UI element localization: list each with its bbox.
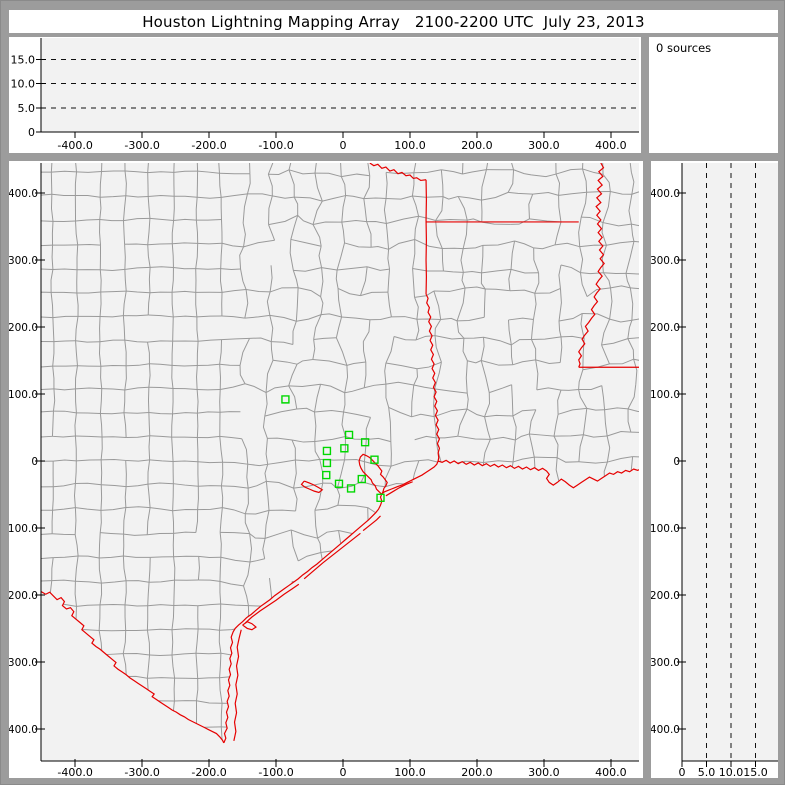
x-tick-label: -100.0 bbox=[258, 139, 293, 152]
x-tick-label: 100.0 bbox=[394, 139, 426, 152]
lma-station-marker bbox=[282, 396, 289, 403]
lma-station-marker bbox=[358, 476, 365, 483]
altitude-tick-label: 0 bbox=[679, 766, 686, 778]
y-tick-label: 200.0 bbox=[9, 322, 38, 334]
y-tick-label: 100.0 bbox=[651, 389, 680, 401]
y-tick-label: -300.0 bbox=[9, 657, 38, 669]
y-tick-label: 200.0 bbox=[651, 322, 680, 334]
altitude-vs-x-plot[interactable]: 0 5.0 10.0 15.0 -400.0 -300.0 -200.0 -100.0 0 100… bbox=[9, 37, 641, 153]
y-tick-label: 300.0 bbox=[651, 255, 680, 267]
plan-view-map-plot[interactable]: 400.0 300.0 200.0 100.0 0 -100.0 -200.0 -300.0 -… bbox=[9, 161, 643, 778]
state-borders-and-coastline bbox=[41, 163, 639, 743]
x-tick-label: -400.0 bbox=[57, 139, 92, 152]
sources-count-panel: 0 sources bbox=[649, 37, 778, 153]
sources-count-label: 0 sources bbox=[656, 41, 712, 55]
y-tick-label: -200.0 bbox=[9, 590, 38, 602]
altitude-vs-x-panel[interactable]: 0 5.0 10.0 15.0 -400.0 -300.0 -200.0 -100.0 0 100… bbox=[9, 37, 641, 153]
lma-station-marker bbox=[341, 445, 348, 452]
x-tick-label: -200.0 bbox=[191, 766, 226, 778]
y-tick-label: -400.0 bbox=[651, 724, 680, 736]
lma-station-marker bbox=[371, 456, 378, 463]
altitude-tick-label: 0 bbox=[28, 126, 35, 139]
title-bar: Houston Lightning Mapping Array 2100-220… bbox=[9, 10, 778, 33]
y-tick-label: -400.0 bbox=[9, 724, 38, 736]
y-tick-label: 0 bbox=[31, 456, 38, 468]
y-tick-label: 300.0 bbox=[9, 255, 38, 267]
y-tick-label: 0 bbox=[673, 456, 680, 468]
altitude-tick-label: 10.0 bbox=[11, 78, 36, 91]
altitude-tick-label: 5.0 bbox=[18, 102, 36, 115]
lma-station-marker bbox=[323, 447, 330, 454]
x-tick-label: 0 bbox=[340, 139, 347, 152]
altitude-vs-y-plot[interactable]: 400.0 300.0 200.0 100.0 0 -100.0 -200.0 -300.0 -… bbox=[651, 161, 778, 778]
y-tick-label: -300.0 bbox=[651, 657, 680, 669]
x-tick-label: -200.0 bbox=[191, 139, 226, 152]
y-tick-label: -200.0 bbox=[651, 590, 680, 602]
lma-station-marker bbox=[348, 485, 355, 492]
altitude-tick-label: 5.0 bbox=[698, 766, 716, 778]
x-tick-label: 300.0 bbox=[528, 766, 560, 778]
altitude-tick-label: 15.0 bbox=[743, 766, 768, 778]
lma-station-marker bbox=[323, 472, 330, 479]
altitude-tick-label: 15.0 bbox=[11, 53, 36, 66]
x-tick-label: -100.0 bbox=[258, 766, 293, 778]
lma-station-marker bbox=[323, 460, 330, 467]
lma-station-marker bbox=[362, 439, 369, 446]
lma-station-marker bbox=[377, 494, 384, 501]
x-tick-label: -300.0 bbox=[124, 766, 159, 778]
lma-station-marker bbox=[336, 480, 343, 487]
y-tick-label: 400.0 bbox=[9, 188, 38, 200]
x-tick-label: 200.0 bbox=[461, 766, 493, 778]
x-tick-label: -400.0 bbox=[57, 766, 92, 778]
x-tick-label: 400.0 bbox=[595, 766, 627, 778]
x-tick-label: 100.0 bbox=[394, 766, 426, 778]
window-title: Houston Lightning Mapping Array 2100-220… bbox=[142, 12, 645, 31]
x-tick-label: 300.0 bbox=[528, 139, 560, 152]
x-tick-label: 200.0 bbox=[461, 139, 493, 152]
y-tick-label: 100.0 bbox=[9, 389, 38, 401]
lma-station-marker bbox=[346, 431, 353, 438]
lma-stations bbox=[282, 396, 384, 501]
y-tick-label: -100.0 bbox=[651, 523, 680, 535]
x-tick-label: -300.0 bbox=[124, 139, 159, 152]
y-tick-label: 400.0 bbox=[651, 188, 680, 200]
x-tick-label: 0 bbox=[340, 766, 347, 778]
plan-view-map-panel[interactable]: 400.0 300.0 200.0 100.0 0 -100.0 -200.0 -300.0 -… bbox=[9, 161, 643, 778]
x-tick-label: 400.0 bbox=[595, 139, 627, 152]
y-tick-label: -100.0 bbox=[9, 523, 38, 535]
altitude-tick-label: 10.0 bbox=[719, 766, 744, 778]
altitude-vs-y-panel[interactable]: 400.0 300.0 200.0 100.0 0 -100.0 -200.0 -300.0 -… bbox=[651, 161, 778, 778]
